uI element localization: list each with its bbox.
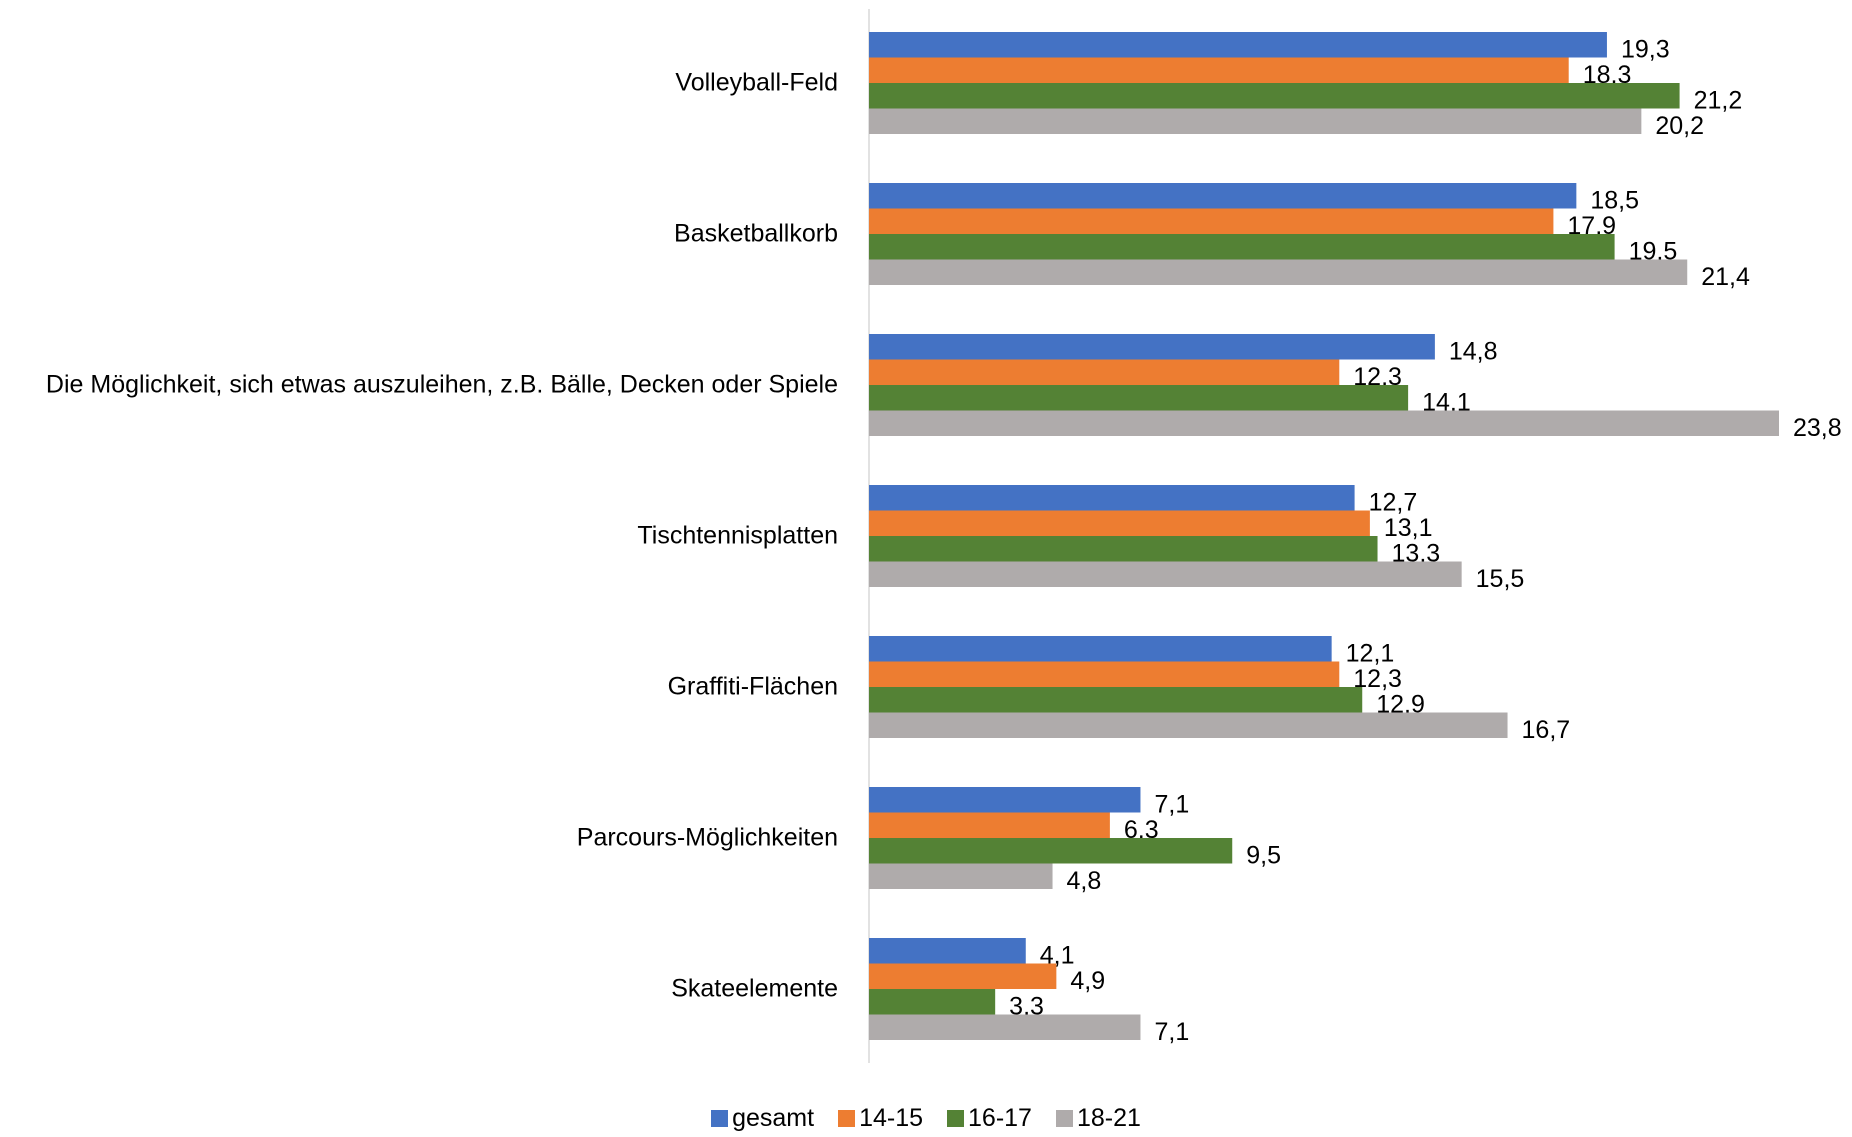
category-label: Volleyball-Feld (675, 68, 838, 97)
bar (869, 83, 1680, 109)
bar (869, 636, 1332, 662)
bar (869, 510, 1370, 536)
bar (869, 410, 1779, 436)
bar (869, 561, 1462, 587)
bar (869, 712, 1508, 738)
legend-label: 18-21 (1076, 1104, 1141, 1132)
bar (869, 989, 996, 1015)
data-label: 7,1 (1154, 790, 1189, 818)
bar (869, 385, 1409, 411)
bar (869, 485, 1355, 511)
data-label: 14,8 (1449, 337, 1498, 365)
category-label: Tischtennisplatten (637, 521, 838, 550)
legend-label: 14-15 (859, 1104, 924, 1132)
legend-swatch (947, 1110, 965, 1127)
category-label: Die Möglichkeit, sich etwas auszuleihen,… (45, 370, 838, 399)
legend-label: 16-17 (968, 1104, 1032, 1132)
data-label: 7,1 (1154, 1018, 1189, 1046)
bar (869, 787, 1141, 813)
bar (869, 334, 1435, 360)
legend-item: 16-17 (947, 1104, 1032, 1133)
bar (869, 57, 1569, 83)
bar (869, 838, 1233, 864)
legend-swatch (838, 1110, 856, 1127)
bar (869, 108, 1642, 134)
data-label: 15,5 (1476, 565, 1525, 593)
data-label: 18,5 (1590, 186, 1639, 214)
data-label: 12,1 (1346, 639, 1395, 667)
bar (869, 812, 1110, 838)
category-label: Skateelemente (671, 974, 838, 1003)
bar (869, 359, 1340, 385)
data-label: 13,1 (1384, 514, 1433, 542)
bar (869, 536, 1378, 562)
bar (869, 863, 1053, 889)
bar (869, 661, 1340, 687)
category-label: Parcours-Möglichkeiten (576, 823, 838, 852)
bar (869, 1014, 1141, 1040)
data-label: 9,5 (1246, 841, 1281, 869)
data-label: 21,4 (1701, 263, 1750, 291)
legend-swatch (711, 1110, 729, 1127)
legend-item: gesamt (711, 1104, 814, 1133)
data-label: 12,7 (1369, 488, 1418, 516)
data-label: 19,3 (1621, 35, 1670, 63)
data-label: 21,2 (1694, 86, 1743, 114)
legend-item: 14-15 (838, 1104, 923, 1133)
data-label: 16,7 (1522, 716, 1571, 744)
legend: gesamt 14-15 16-17 18-21 (0, 1104, 1852, 1133)
bar (869, 259, 1688, 285)
category-label: Basketballkorb (674, 219, 838, 248)
data-label: 20,2 (1655, 112, 1704, 140)
legend-swatch (1055, 1110, 1073, 1127)
legend-item: 18-21 (1055, 1104, 1141, 1133)
bar (869, 183, 1577, 209)
bar (869, 963, 1057, 989)
data-label: 23,8 (1793, 414, 1842, 442)
data-label: 4,8 (1067, 867, 1102, 895)
bar (869, 938, 1026, 964)
category-label: Graffiti-Flächen (667, 672, 838, 701)
data-label: 4,9 (1070, 967, 1105, 995)
legend-label: gesamt (732, 1104, 815, 1132)
bar (869, 32, 1607, 58)
bar (869, 234, 1615, 260)
bar (869, 208, 1554, 234)
bar (869, 687, 1363, 713)
